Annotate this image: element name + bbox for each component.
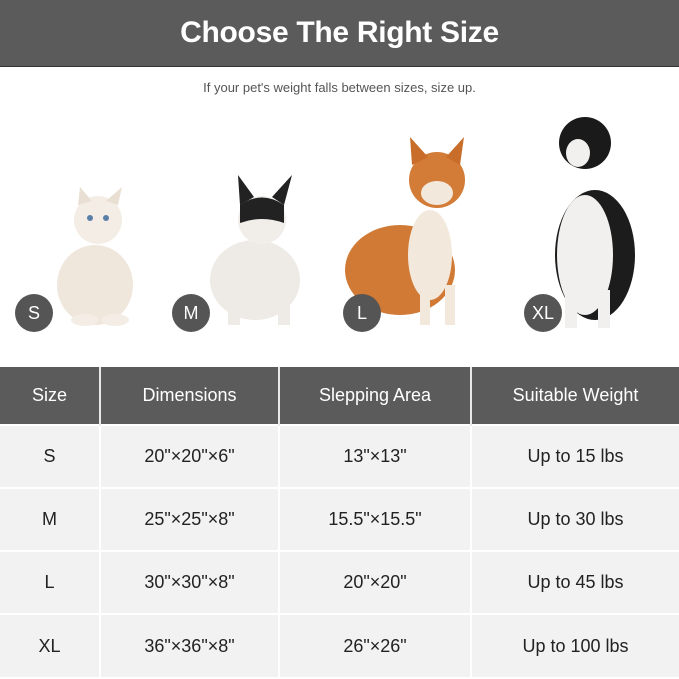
cell-dimensions: 36"×36"×8": [99, 613, 279, 677]
cell-weight: Up to 30 lbs: [470, 487, 679, 551]
size-badge-xl: XL: [524, 294, 562, 332]
cell-size: M: [0, 487, 100, 551]
table-row: XL 36"×36"×8" 26"×26" Up to 100 lbs: [0, 613, 679, 677]
cell-size: XL: [0, 613, 100, 677]
cell-weight: Up to 45 lbs: [470, 550, 679, 614]
table-header-row: Size Dimensions Slepping Area Suitable W…: [0, 367, 679, 425]
header-suitable-weight: Suitable Weight: [470, 367, 679, 425]
size-badge-s: S: [15, 294, 53, 332]
french-bulldog-image: [210, 175, 300, 325]
cell-size: S: [0, 424, 100, 488]
cell-sleeping-area: 15.5"×15.5": [278, 487, 471, 551]
cat-image: [57, 187, 133, 326]
cell-dimensions: 25"×25"×8": [99, 487, 279, 551]
size-badge-m: M: [172, 294, 210, 332]
pets-image: [57, 117, 635, 328]
cell-sleeping-area: 26"×26": [278, 613, 471, 677]
shiba-inu-image: [345, 137, 465, 325]
cell-dimensions: 30"×30"×8": [99, 550, 279, 614]
table-row: M 25"×25"×8" 15.5"×15.5" Up to 30 lbs: [0, 487, 679, 551]
table-row: S 20"×20"×6" 13"×13" Up to 15 lbs: [0, 424, 679, 488]
header-dimensions: Dimensions: [99, 367, 279, 425]
cell-sleeping-area: 20"×20": [278, 550, 471, 614]
cell-dimensions: 20"×20"×6": [99, 424, 279, 488]
cell-sleeping-area: 13"×13": [278, 424, 471, 488]
header-sleeping-area: Slepping Area: [278, 367, 471, 425]
cell-size: L: [0, 550, 100, 614]
pets-illustration: S M L XL: [0, 105, 679, 345]
subtitle: If your pet's weight falls between sizes…: [203, 80, 476, 95]
header-banner: Choose The Right Size: [0, 0, 679, 67]
cell-weight: Up to 15 lbs: [470, 424, 679, 488]
page-title: Choose The Right Size: [180, 16, 499, 49]
size-badge-l: L: [343, 294, 381, 332]
cell-weight: Up to 100 lbs: [470, 613, 679, 677]
table-row: L 30"×30"×8" 20"×20" Up to 45 lbs: [0, 550, 679, 614]
size-chart-table: Size Dimensions Slepping Area Suitable W…: [0, 367, 679, 677]
header-size: Size: [0, 367, 100, 425]
border-collie-image: [555, 117, 635, 328]
